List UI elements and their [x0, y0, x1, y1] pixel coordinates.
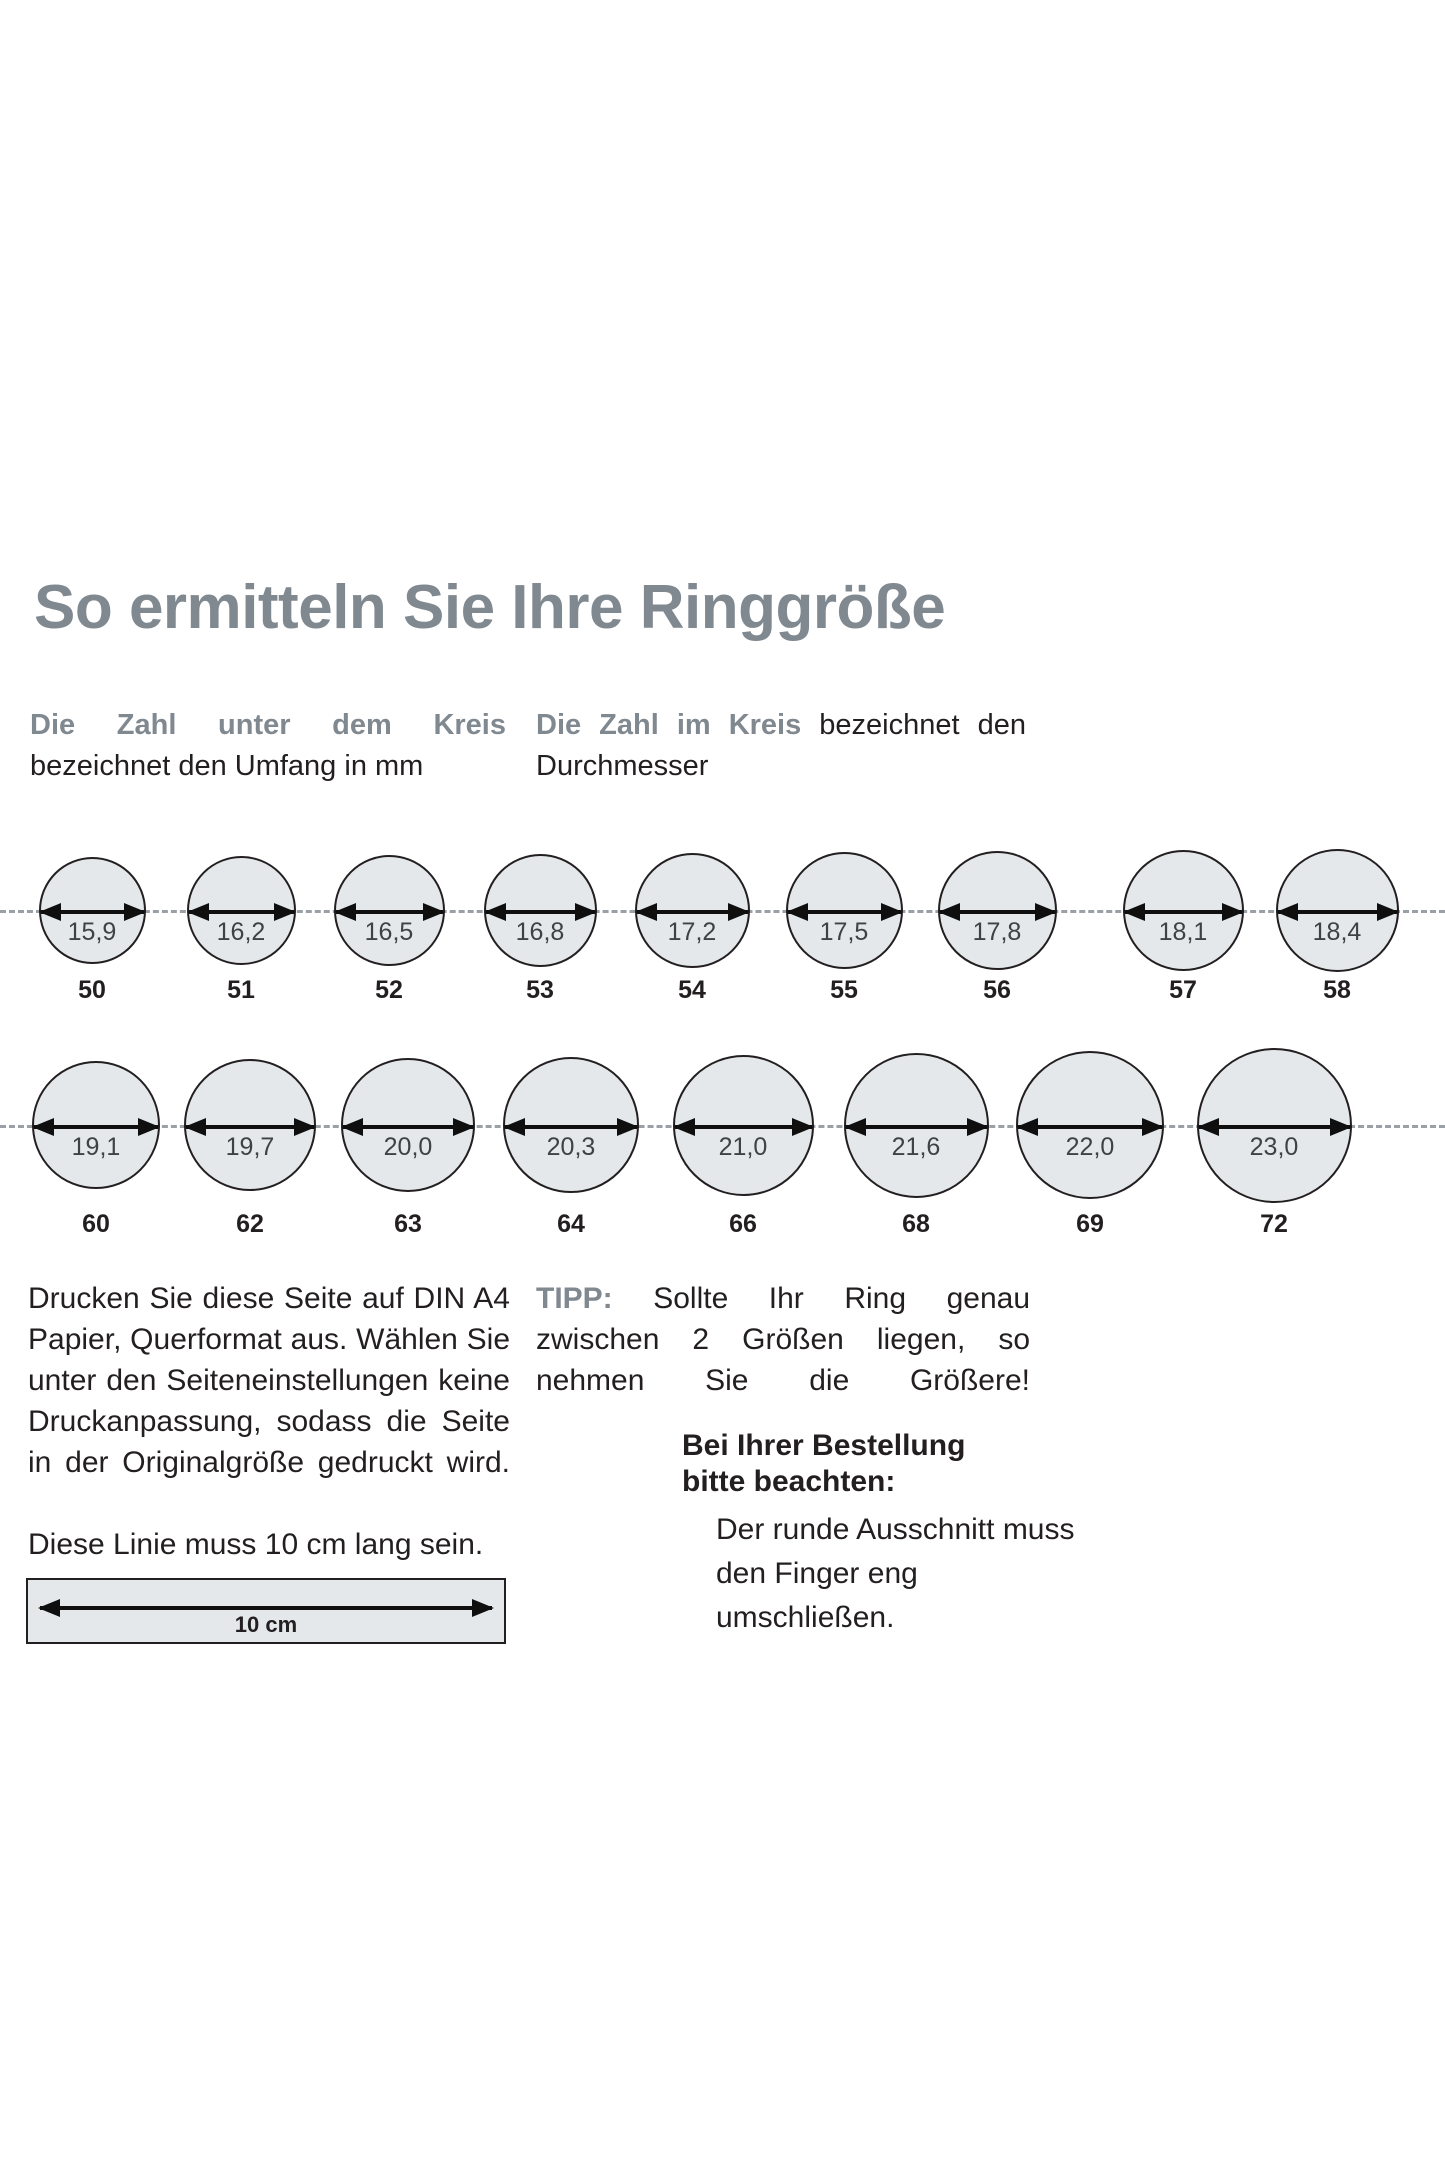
ring-circle: 17,5	[785, 851, 903, 969]
diameter-arrow-icon	[32, 1118, 160, 1136]
ring-circle: 19,7	[184, 1059, 316, 1191]
ring-size-label: 55	[830, 976, 858, 1004]
ring-circle: 16,8	[483, 853, 597, 967]
print-line-length-note: Diese Linie muss 10 cm lang sein.	[28, 1528, 484, 1561]
subtitle-diameter-rest: bezeichnet den Durchmesser	[536, 709, 1026, 782]
ring-size-label: 63	[394, 1210, 422, 1238]
ring-row-2: 19,1 60 19,7 62 20,0 63 20,3 64 21,0 66 21,6 68 22,0…	[0, 1000, 1445, 1238]
ring-diameter-label: 16,5	[364, 918, 414, 946]
diameter-arrow-icon	[843, 1118, 989, 1136]
ring-circle: 18,4	[1275, 848, 1399, 972]
subtitle-circumference-lead: Die Zahl unter dem Kreis	[30, 709, 506, 741]
ring-diameter-label: 17,2	[667, 918, 717, 946]
ring-diameter-label: 17,5	[819, 918, 869, 946]
ring-size-label: 68	[902, 1210, 930, 1238]
ring-diameter-label: 20,0	[383, 1133, 433, 1161]
ring-size-label: 72	[1260, 1210, 1288, 1238]
diameter-arrow-icon	[1275, 903, 1399, 921]
diameter-arrow-icon	[186, 903, 296, 921]
ring-row-1: 15,9 50 16,2 51 16,5 52 16,8 53 17,2 54 17,5 55 17,8…	[0, 820, 1445, 1004]
ring-size-label: 56	[983, 976, 1011, 1004]
diameter-arrow-icon	[38, 903, 146, 921]
order-note-heading-line2: bitte beachten:	[682, 1465, 896, 1498]
diameter-arrow-icon	[672, 1118, 814, 1136]
tipp-text: Sollte Ihr Ring genau zwischen 2 Größen …	[536, 1282, 1030, 1397]
ring-circle: 21,0	[672, 1054, 814, 1196]
ring-circle: 17,8	[937, 850, 1057, 970]
ring-diameter-label: 20,3	[546, 1133, 596, 1161]
ring-circle: 21,6	[843, 1052, 989, 1198]
ring-circle: 20,0	[341, 1058, 475, 1192]
ring-size-label: 50	[78, 976, 106, 1004]
ring-diameter-label: 18,4	[1312, 918, 1362, 946]
subtitle-circumference-rest: bezeichnet den Umfang in mm	[30, 750, 424, 782]
subtitle-circumference: Die Zahl unter dem Kreis bezeichnet den …	[30, 705, 506, 787]
diameter-arrow-icon	[333, 903, 445, 921]
order-note: Bei Ihrer Bestellung bitte beachten: Der…	[682, 1428, 1082, 1640]
ring-circle: 22,0	[1016, 1051, 1164, 1199]
ring-size-label: 54	[678, 976, 706, 1004]
ring-diameter-label: 16,8	[515, 918, 565, 946]
ring-size-label: 62	[236, 1210, 264, 1238]
diameter-arrow-icon	[1016, 1118, 1164, 1136]
ring-size-label: 69	[1076, 1210, 1104, 1238]
ruler-10cm: 10 cm	[26, 1578, 506, 1644]
ring-size-label: 51	[227, 976, 255, 1004]
order-note-text: Der runde Ausschnitt muss den Finger eng…	[716, 1513, 1075, 1634]
ruler-arrow-icon	[38, 1599, 494, 1617]
ring-circle: 19,1	[32, 1061, 160, 1189]
ring-diameter-label: 22,0	[1065, 1133, 1115, 1161]
tipp-block: TIPP: Sollte Ihr Ring genau zwischen 2 G…	[536, 1278, 1030, 1442]
ring-size-label: 58	[1323, 976, 1351, 1004]
diameter-arrow-icon	[184, 1118, 316, 1136]
ring-diameter-label: 19,7	[225, 1133, 275, 1161]
subtitle-diameter-lead: Die Zahl im Kreis	[536, 709, 802, 741]
diameter-arrow-icon	[1196, 1118, 1352, 1136]
diameter-arrow-icon	[634, 903, 750, 921]
print-instructions-paragraph: Drucken Sie diese Seite auf DIN A4 Papie…	[28, 1282, 510, 1479]
diameter-arrow-icon	[341, 1118, 475, 1136]
ring-circle: 17,2	[634, 852, 750, 968]
ring-circle: 16,2	[186, 855, 296, 965]
ring-circle: 18,1	[1122, 849, 1244, 971]
ring-diameter-label: 21,6	[891, 1133, 941, 1161]
order-note-heading-line1: Bei Ihrer Bestellung	[682, 1429, 966, 1462]
diameter-arrow-icon	[503, 1118, 639, 1136]
ring-diameter-label: 23,0	[1249, 1133, 1299, 1161]
ring-size-label: 66	[729, 1210, 757, 1238]
diameter-arrow-icon	[1122, 903, 1244, 921]
ring-diameter-label: 21,0	[718, 1133, 768, 1161]
ring-circle: 16,5	[333, 854, 445, 966]
ring-size-label: 64	[557, 1210, 585, 1238]
print-instructions: Drucken Sie diese Seite auf DIN A4 Papie…	[28, 1278, 510, 1565]
ring-diameter-label: 17,8	[972, 918, 1022, 946]
ring-diameter-label: 16,2	[216, 918, 266, 946]
ring-circle: 15,9	[38, 856, 146, 964]
subtitle-diameter: Die Zahl im Kreis bezeichnet den Durchme…	[536, 705, 1026, 787]
ring-circle: 23,0	[1196, 1047, 1352, 1203]
ring-size-label: 52	[375, 976, 403, 1004]
ring-diameter-label: 15,9	[67, 918, 117, 946]
ring-diameter-label: 19,1	[71, 1133, 121, 1161]
ring-size-label: 57	[1169, 976, 1197, 1004]
diameter-arrow-icon	[785, 903, 903, 921]
diameter-arrow-icon	[483, 903, 597, 921]
diameter-arrow-icon	[937, 903, 1057, 921]
tipp-paragraph: TIPP: Sollte Ihr Ring genau zwischen 2 G…	[536, 1278, 1030, 1442]
ring-size-label: 60	[82, 1210, 110, 1238]
ring-size-label: 53	[526, 976, 554, 1004]
ruler-label: 10 cm	[234, 1612, 298, 1637]
ring-diameter-label: 18,1	[1158, 918, 1208, 946]
ring-circle: 20,3	[503, 1057, 639, 1193]
page-title: So ermitteln Sie Ihre Ringgröße	[34, 573, 946, 642]
tipp-lead: TIPP:	[536, 1282, 613, 1315]
